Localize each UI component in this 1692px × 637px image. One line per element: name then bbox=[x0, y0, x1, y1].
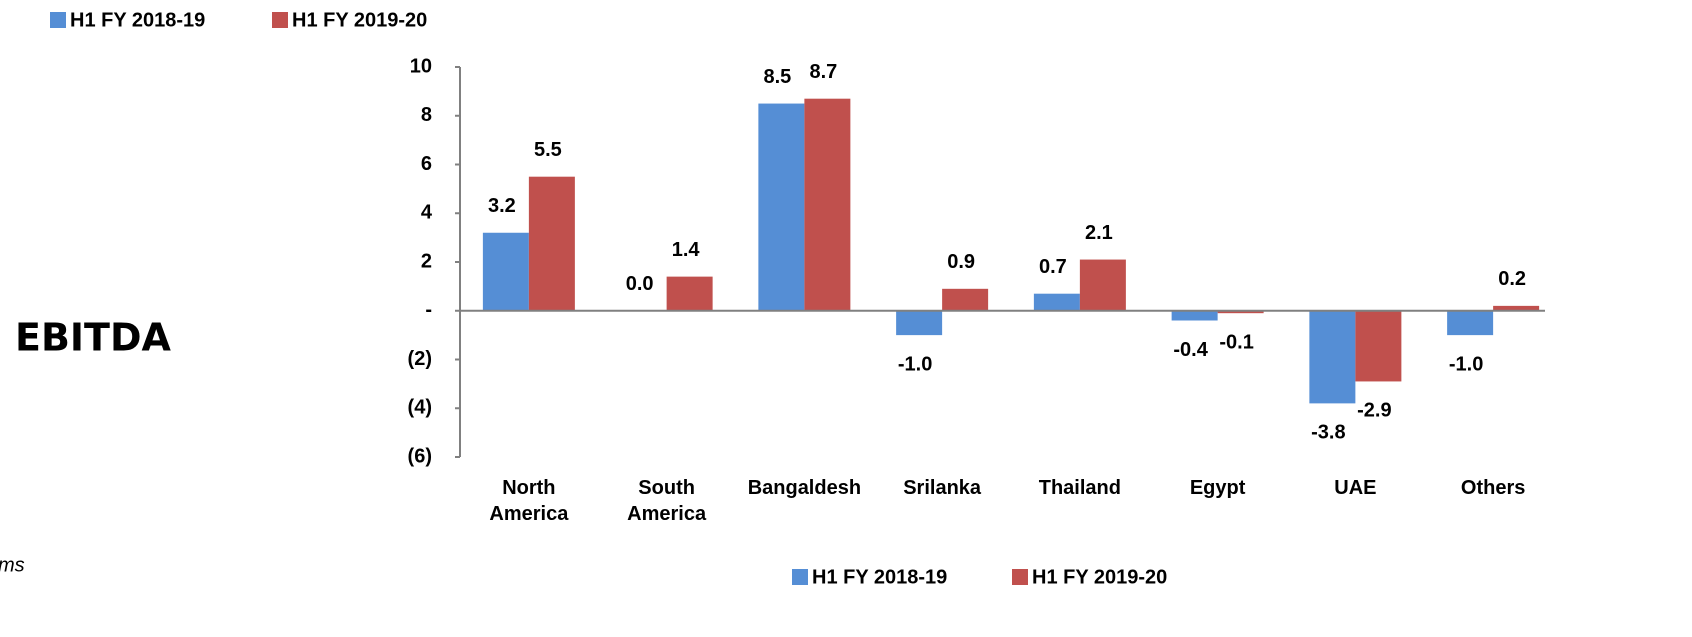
data-label: 0.9 bbox=[947, 251, 975, 273]
y-tick-label: (2) bbox=[408, 348, 432, 370]
bar bbox=[942, 288, 989, 311]
y-tick-label: 2 bbox=[421, 250, 432, 272]
footnote: ms bbox=[0, 554, 25, 576]
x-tick-label: North America bbox=[489, 477, 569, 525]
bar bbox=[1355, 310, 1402, 382]
data-label: 2.1 bbox=[1085, 222, 1113, 244]
bar bbox=[804, 98, 851, 311]
legend-bottom-swatch bbox=[792, 569, 808, 585]
legend-top-label: H1 FY 2018-19 bbox=[70, 9, 205, 31]
legend-top-label: H1 FY 2019-20 bbox=[292, 9, 427, 31]
bar bbox=[1033, 293, 1080, 311]
bar bbox=[1171, 310, 1218, 321]
data-label: 8.7 bbox=[809, 61, 837, 83]
bar bbox=[758, 103, 805, 311]
data-label: -0.4 bbox=[1173, 339, 1208, 361]
x-tick-label: UAE bbox=[1334, 477, 1377, 499]
data-label: -1.0 bbox=[898, 353, 932, 375]
y-tick-label: 4 bbox=[421, 202, 433, 224]
legend-bottom-label: H1 FY 2019-20 bbox=[1032, 566, 1167, 588]
data-label: 1.4 bbox=[672, 239, 701, 261]
data-label: 5.5 bbox=[534, 139, 562, 161]
bar bbox=[666, 276, 713, 311]
bar bbox=[896, 310, 943, 336]
data-label: 0.7 bbox=[1039, 256, 1067, 278]
y-tick-label: - bbox=[425, 299, 432, 321]
x-tick-label: Srilanka bbox=[903, 477, 982, 499]
legend-bottom-label: H1 FY 2018-19 bbox=[812, 566, 947, 588]
x-tick-label: Bangaldesh bbox=[747, 477, 862, 499]
y-tick-label: (6) bbox=[408, 445, 432, 467]
legend-top-swatch bbox=[50, 12, 66, 28]
bar bbox=[1309, 310, 1356, 404]
bar bbox=[1217, 310, 1264, 314]
side-label: EBITDA bbox=[15, 316, 172, 360]
x-tick-label: South America bbox=[627, 477, 707, 525]
data-label: -0.1 bbox=[1219, 331, 1253, 353]
data-label: 8.5 bbox=[763, 66, 791, 88]
data-label: -3.8 bbox=[1311, 422, 1345, 444]
bar bbox=[1079, 259, 1126, 311]
legend-top-swatch bbox=[272, 12, 288, 28]
data-label: 0.0 bbox=[626, 273, 654, 295]
bar bbox=[1447, 310, 1494, 336]
data-label: -2.9 bbox=[1357, 400, 1391, 422]
data-label: -1.0 bbox=[1449, 353, 1483, 375]
y-tick-label: 6 bbox=[421, 153, 432, 175]
y-tick-label: 8 bbox=[421, 104, 432, 126]
bar bbox=[528, 176, 575, 311]
y-tick-label: 10 bbox=[410, 55, 432, 77]
legend-bottom-swatch bbox=[1012, 569, 1028, 585]
bar bbox=[482, 232, 529, 311]
data-label: 0.2 bbox=[1498, 268, 1526, 290]
data-label: 3.2 bbox=[488, 195, 516, 217]
bar bbox=[1493, 305, 1540, 311]
x-tick-label: Others bbox=[1460, 477, 1526, 499]
x-tick-label: Thailand bbox=[1038, 477, 1121, 499]
x-tick-label: Egypt bbox=[1189, 477, 1246, 499]
y-tick-label: (4) bbox=[408, 397, 432, 419]
